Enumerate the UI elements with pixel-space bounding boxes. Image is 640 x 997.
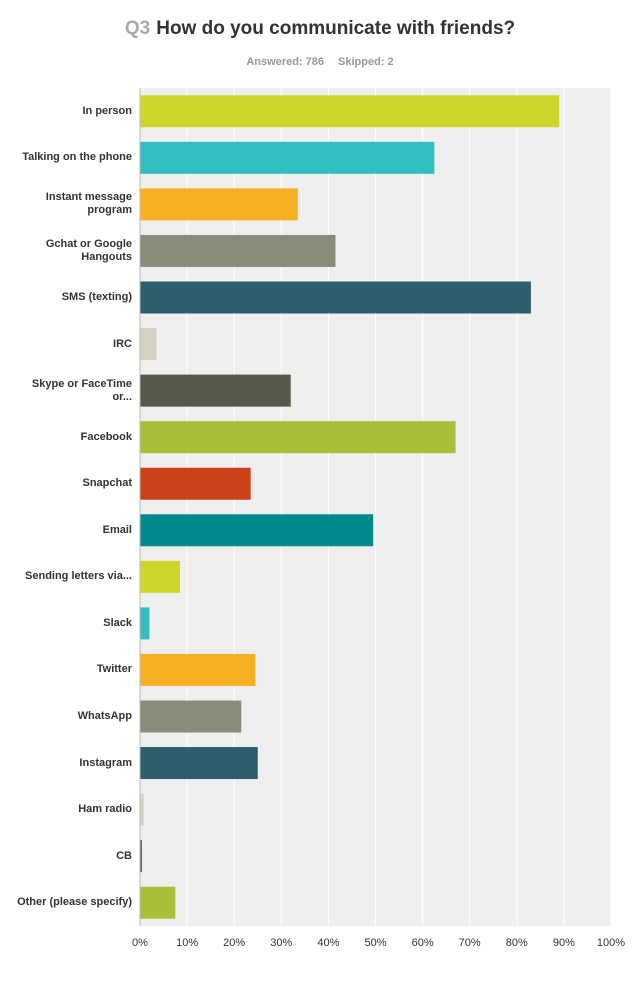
category-label: Instant message program <box>45 191 132 217</box>
category-label: Facebook <box>80 430 132 443</box>
x-tick-label: 100% <box>597 937 625 949</box>
category-label: Other (please specify) <box>17 896 132 909</box>
bar <box>140 607 150 640</box>
x-tick-label: 20% <box>223 937 245 949</box>
bar <box>140 514 374 547</box>
category-label: SMS (texting) <box>61 291 132 303</box>
bar <box>140 467 251 500</box>
category-label: In person <box>82 104 132 117</box>
category-label: Talking on the phone <box>22 151 132 164</box>
bar <box>140 141 435 174</box>
bar <box>140 234 336 267</box>
x-tick-label: 70% <box>459 937 481 949</box>
bar <box>140 281 531 314</box>
category-label: Skype or FaceTime or... <box>31 377 132 403</box>
skipped-count: Skipped: 2 <box>338 56 394 68</box>
bar <box>140 421 456 454</box>
category-label: Gchat or Google Hangouts <box>45 237 132 263</box>
category-label: Ham radio <box>78 803 132 816</box>
x-tick-label: 40% <box>317 937 339 949</box>
bar <box>140 793 144 826</box>
bar <box>140 188 298 221</box>
x-tick-label: 0% <box>132 937 148 949</box>
category-label: Instagram <box>79 756 132 769</box>
bar <box>140 560 181 593</box>
bar <box>140 374 291 407</box>
bar <box>140 886 176 919</box>
bar <box>140 653 256 686</box>
category-label: Twitter <box>96 663 132 676</box>
answered-count: Answered: 786 <box>246 56 325 68</box>
category-label: Snapchat <box>82 477 132 490</box>
response-summary: Answered: 786 Skipped: 2 <box>0 56 640 68</box>
x-tick-label: 30% <box>270 937 292 949</box>
category-label: WhatsApp <box>77 710 132 722</box>
x-tick-label: 80% <box>506 937 528 949</box>
bar <box>140 840 142 873</box>
bar <box>140 95 560 128</box>
x-tick-label: 10% <box>176 937 198 949</box>
category-label: Email <box>102 523 132 536</box>
question-number: Q3 <box>124 18 151 39</box>
category-label: Slack <box>103 616 132 629</box>
bar <box>140 747 258 780</box>
category-label: Sending letters via... <box>25 570 132 583</box>
question-text: How do you communicate with friends? <box>156 18 516 39</box>
chart-title: Q3 How do you communicate with friends? <box>0 18 640 40</box>
bar <box>140 700 242 733</box>
category-label: CB <box>116 849 132 862</box>
x-tick-label: 60% <box>412 937 434 949</box>
x-tick-label: 50% <box>364 937 386 949</box>
bar <box>140 328 157 361</box>
x-tick-label: 90% <box>553 937 575 949</box>
category-label: IRC <box>113 337 132 350</box>
